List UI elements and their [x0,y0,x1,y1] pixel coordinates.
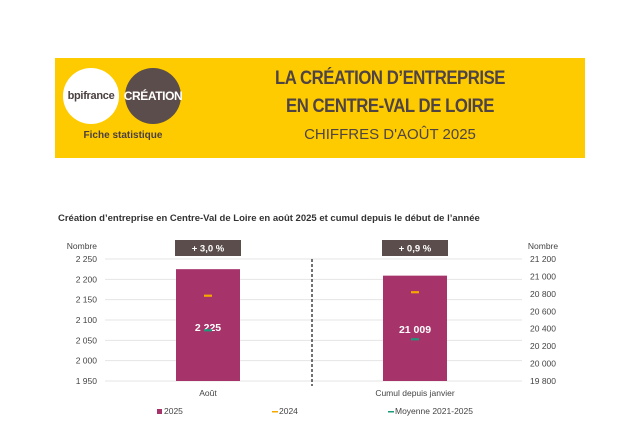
variation-badge [382,240,448,256]
left-tick-label: 2 050 [76,335,98,345]
bar-value-label: 21 009 [399,324,431,336]
left-tick-label: 2 250 [76,254,98,264]
title-line-1: LA CRÉATION D’ENTREPRISE [274,68,506,89]
legend-label: 2025 [164,406,183,416]
bpifrance-logo-text: bpifrance [67,90,115,102]
creation-logo-text: CRÉATION [123,89,183,103]
right-tick-label: 20 000 [530,359,556,369]
legend-label: 2024 [279,406,298,416]
variation-label: + 0,9 % [399,244,432,255]
right-tick-label: 19 800 [530,376,556,386]
marker-2024 [411,291,419,294]
variation-label: + 3,0 % [192,244,225,255]
bar-2025 [176,269,240,381]
marker-2024 [204,294,212,297]
category-label: Août [199,388,217,398]
left-tick-label: 2 200 [76,274,98,284]
bpifrance-logo: bpifrance [63,68,119,124]
legend-swatch [272,411,278,413]
left-tick-label: 1 950 [76,376,98,386]
legend-label: Moyenne 2021-2025 [395,406,473,416]
bar-value-label: 2 225 [195,322,221,334]
left-tick-label: 2 150 [76,295,98,305]
marker-moyenne [411,338,419,341]
right-tick-label: 20 400 [530,324,556,334]
creation-logo: CRÉATION [123,68,183,124]
left-tick-label: 2 100 [76,315,98,325]
right-tick-label: 20 800 [530,289,556,299]
title-line-3: CHIFFRES D'AOÛT 2025 [304,126,476,143]
fiche-statistique-label: Fiche statistique [83,130,163,141]
right-tick-label: 21 200 [530,254,556,264]
left-axis-label: Nombre [67,241,98,251]
variation-badge [175,240,241,256]
legend-swatch [388,411,394,413]
right-tick-label: 20 200 [530,341,556,351]
left-tick-label: 2 000 [76,356,98,366]
marker-moyenne [204,329,212,332]
right-tick-label: 21 000 [530,271,556,281]
category-label: Cumul depuis janvier [375,388,455,398]
title-line-2: EN CENTRE-VAL DE LOIRE [285,96,495,117]
header-banner: bpifrance CRÉATION Fiche statistique LA … [55,58,585,158]
right-axis-label: Nombre [528,241,559,251]
chart-title: Création d’entreprise en Centre-Val de L… [58,213,480,224]
right-tick-label: 20 600 [530,306,556,316]
legend-swatch [157,409,162,414]
